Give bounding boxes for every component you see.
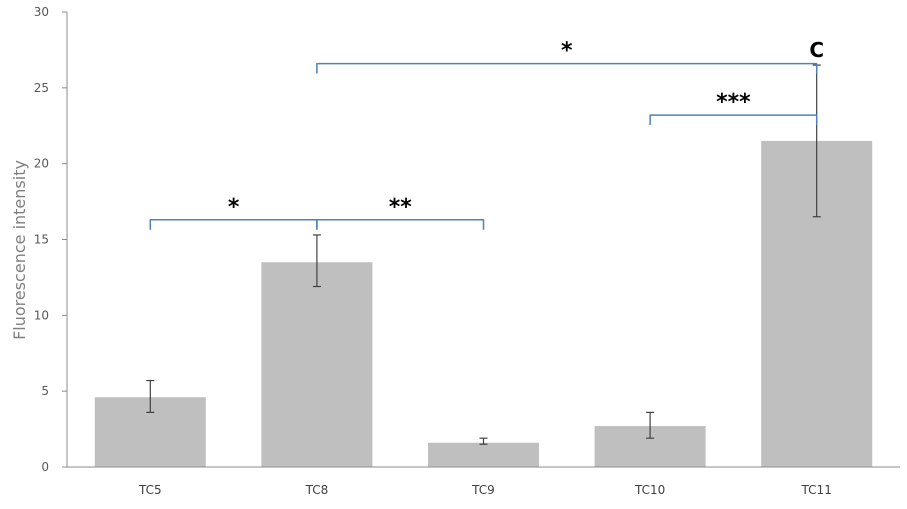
bracket-line (649, 114, 818, 126)
y-tick-label: 0 (41, 460, 49, 474)
annotations: C (809, 38, 824, 62)
bracket-tc10-tc11: *** (649, 90, 818, 126)
significance-label: * (228, 195, 240, 220)
y-tick-label: 15 (34, 233, 49, 247)
significance-label: ** (389, 195, 413, 220)
bracket-line (316, 62, 818, 74)
y-tick-label: 30 (34, 5, 49, 19)
x-tick-label: TC8 (305, 483, 329, 497)
error-bar-tc8 (312, 234, 321, 288)
y-tick-label: 20 (34, 157, 49, 171)
y-tick-label: 25 (34, 81, 49, 95)
x-tick-label: TC5 (138, 483, 162, 497)
error-bars (146, 64, 821, 445)
y-axis: 0 5 10 15 20 25 30 (34, 5, 68, 474)
error-bar-tc5 (146, 379, 155, 413)
x-tick-label: TC9 (471, 483, 495, 497)
significance-label: * (561, 39, 573, 64)
y-tick-label: 10 (34, 308, 49, 322)
y-axis-title: Fluorescence intensity (10, 160, 29, 340)
bracket-line (316, 219, 485, 230)
x-axis: TC5 TC8 TC9 TC10 TC11 (67, 466, 900, 497)
bar-annotation-tc11: C (809, 38, 824, 62)
error-bar-tc10 (646, 411, 655, 439)
x-tick-label: TC10 (634, 483, 665, 497)
bars (94, 140, 873, 467)
bracket-line (149, 219, 318, 230)
bracket-tc8-tc11: * (316, 39, 818, 74)
y-tick-label: 5 (41, 384, 49, 398)
significance-brackets: * ****** (149, 39, 818, 230)
error-bar-tc9 (479, 437, 488, 445)
bracket-tc8-tc9: ** (316, 195, 485, 230)
bar-tc9 (428, 442, 539, 467)
bar-tc8 (261, 262, 373, 467)
bracket-tc5-tc8: * (149, 195, 318, 230)
significance-label: *** (716, 90, 751, 115)
x-tick-label: TC11 (801, 483, 832, 497)
